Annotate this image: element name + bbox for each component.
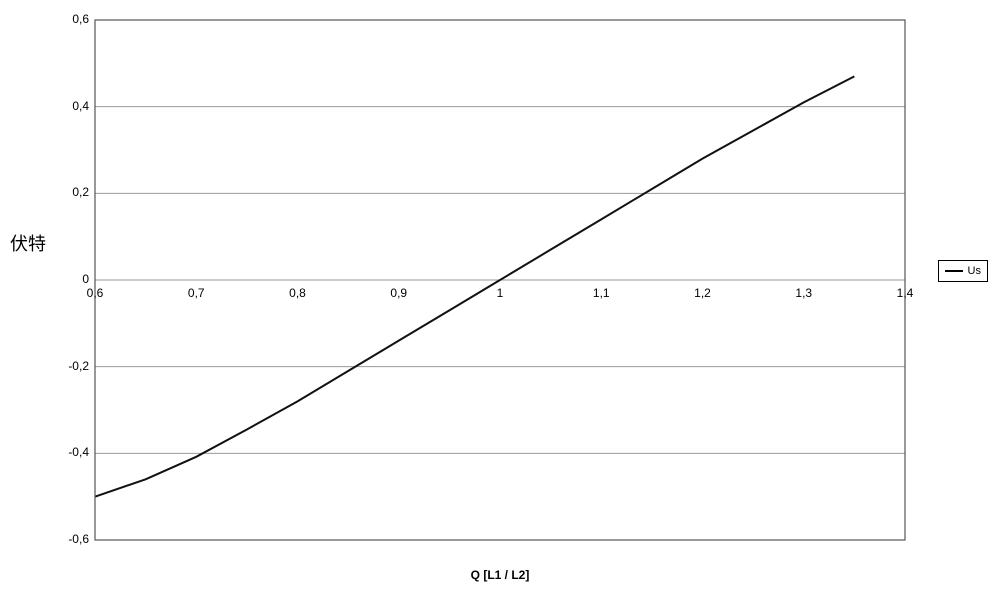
x-tick-label: 1,3 [792,286,816,300]
y-tick-label: 0,2 [72,185,89,199]
legend-label: Us [968,265,981,277]
x-tick-label: 1,2 [691,286,715,300]
legend: Us [938,260,988,282]
chart-container: 伏特 Q [L1 / L2] Us -0,6 -0,4 -0,2 0 0,2 0,4 0,6… [0,0,1000,593]
x-tick-label: 1,1 [589,286,613,300]
x-axis-title: Q [L1 / L2] [0,568,1000,582]
x-tick-label: 0,9 [387,286,411,300]
x-tick-label: 1 [488,286,512,300]
y-axis-title: 伏特 [10,230,46,256]
y-tick-label: -0,6 [68,532,89,546]
y-tick-label: 0 [82,272,89,286]
y-tick-label: -0,4 [68,445,89,459]
x-tick-label: 0,6 [83,286,107,300]
y-tick-label: 0,4 [72,99,89,113]
x-tick-label: 0,8 [286,286,310,300]
legend-line-icon [945,270,963,272]
y-tick-label: -0,2 [68,359,89,373]
x-tick-label: 1,4 [893,286,917,300]
x-tick-label: 0,7 [184,286,208,300]
y-tick-label: 0,6 [72,12,89,26]
